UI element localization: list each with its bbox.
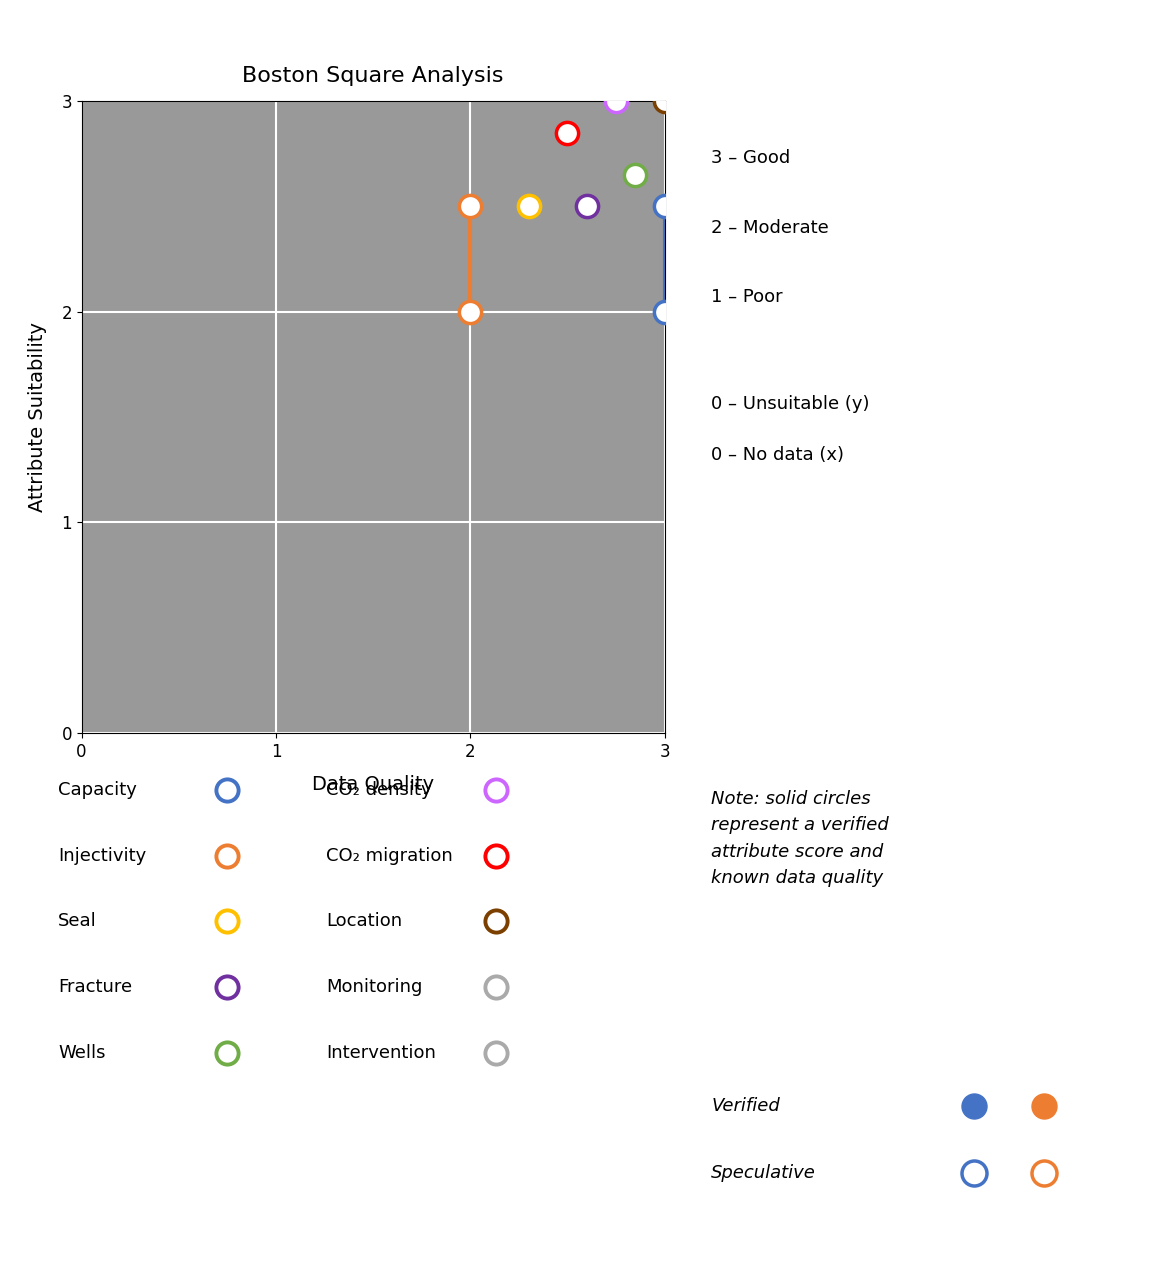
Text: Intervention: Intervention [326, 1044, 436, 1062]
Text: Verified: Verified [711, 1097, 780, 1115]
Text: Fracture: Fracture [58, 978, 133, 996]
Text: Location: Location [326, 913, 402, 930]
Text: Capacity: Capacity [58, 781, 138, 799]
Text: Monitoring: Monitoring [326, 978, 423, 996]
Text: 0 – No data (x): 0 – No data (x) [711, 446, 844, 464]
Text: 0 – Unsuitable (y): 0 – Unsuitable (y) [711, 396, 870, 413]
Text: CO₂ density: CO₂ density [326, 781, 433, 799]
Y-axis label: Attribute Suitability: Attribute Suitability [28, 322, 48, 512]
Text: Note: solid circles
represent a verified
attribute score and
known data quality: Note: solid circles represent a verified… [711, 790, 888, 887]
Text: Speculative: Speculative [711, 1164, 816, 1182]
Text: Injectivity: Injectivity [58, 847, 147, 865]
Text: Seal: Seal [58, 913, 97, 930]
Text: 1 – Poor: 1 – Poor [711, 288, 782, 306]
X-axis label: Data Quality: Data Quality [312, 775, 434, 794]
Title: Boston Square Analysis: Boston Square Analysis [243, 66, 504, 86]
Text: 3 – Good: 3 – Good [711, 149, 791, 167]
Text: 2 – Moderate: 2 – Moderate [711, 219, 829, 236]
Text: Wells: Wells [58, 1044, 106, 1062]
Text: CO₂ migration: CO₂ migration [326, 847, 454, 865]
